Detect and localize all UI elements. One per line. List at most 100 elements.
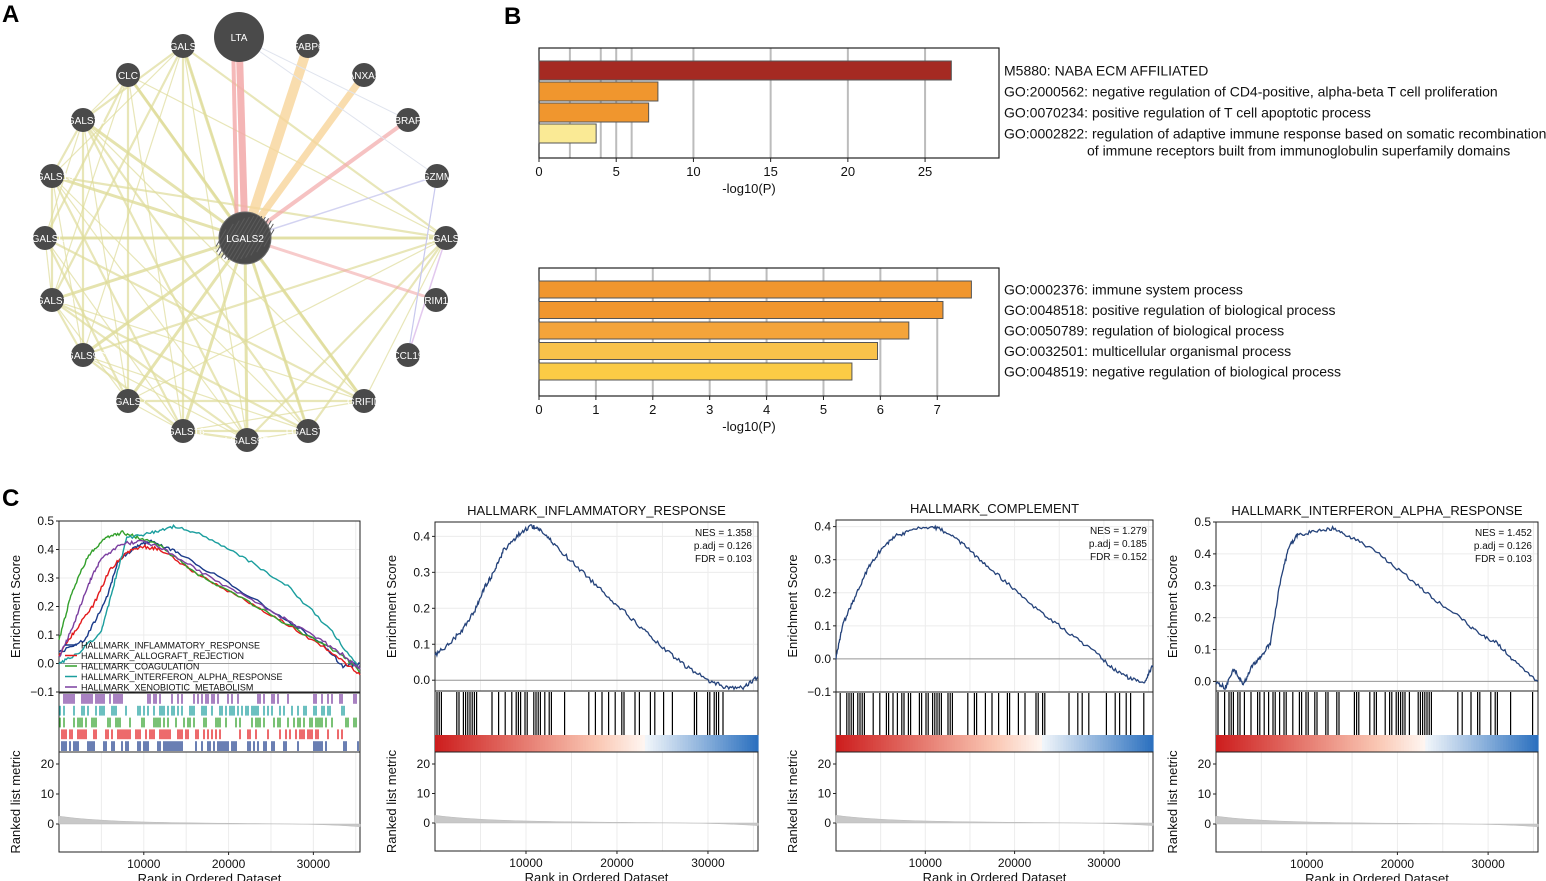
metric-frame bbox=[434, 751, 759, 852]
rank-color-cell bbox=[1296, 735, 1300, 752]
rank-color-cell bbox=[915, 735, 919, 752]
rank-color-cell bbox=[949, 735, 953, 752]
es-series-line bbox=[58, 530, 361, 673]
rank-color-cell bbox=[1484, 735, 1488, 752]
rank-color-cell bbox=[609, 735, 614, 752]
metric-tick-label: 0 bbox=[47, 817, 54, 831]
rank-color-cell bbox=[999, 735, 1004, 752]
rank-color-cell bbox=[558, 735, 563, 752]
rank-color-cell bbox=[1505, 735, 1510, 752]
rank-color-cell bbox=[1320, 735, 1324, 752]
metric-frame bbox=[835, 751, 1154, 852]
network-hub-label: LGALS2 bbox=[226, 234, 264, 245]
rank-color-cell bbox=[1039, 735, 1043, 752]
rank-color-cell bbox=[1015, 735, 1019, 752]
hub-hatch bbox=[216, 223, 234, 253]
es-series-line bbox=[1215, 525, 1539, 691]
rank-color-cell bbox=[545, 735, 549, 752]
x-tick-label: 7 bbox=[934, 402, 941, 417]
network-edge bbox=[243, 237, 249, 441]
network-node bbox=[424, 288, 448, 312]
rank-color-cell bbox=[728, 735, 732, 752]
x-tick-label: 10000 bbox=[1290, 857, 1324, 871]
rank-color-cell bbox=[583, 735, 587, 752]
network-edge bbox=[231, 36, 239, 239]
hub-hatch bbox=[256, 223, 274, 253]
rank-color-cell bbox=[1065, 735, 1070, 752]
rank-color-cell bbox=[888, 735, 893, 752]
network-edge bbox=[51, 299, 309, 432]
hub-hatch bbox=[250, 220, 272, 256]
rank-color-cell bbox=[904, 735, 908, 752]
rank-color-cell bbox=[1121, 735, 1125, 752]
rank-color-cell bbox=[1089, 735, 1093, 752]
rank-color-cell bbox=[991, 735, 996, 752]
rank-color-cell bbox=[1097, 735, 1101, 752]
gsea-stat: p.adj = 0.126 bbox=[694, 541, 753, 552]
rank-color-cell bbox=[954, 735, 959, 752]
network-edge bbox=[243, 237, 310, 432]
rank-color-cell bbox=[1084, 735, 1088, 752]
hub-hatch bbox=[227, 215, 255, 261]
rank-color-cell bbox=[701, 735, 705, 752]
rank-color-cell bbox=[736, 735, 740, 752]
rank-color-cell bbox=[1264, 735, 1268, 752]
rank-color-cell bbox=[1049, 735, 1054, 752]
rank-color-cell bbox=[461, 735, 466, 752]
y-tick-label: 0.0 bbox=[37, 657, 54, 671]
network-edge bbox=[244, 175, 438, 239]
x-tick-label: 10000 bbox=[127, 857, 161, 871]
network-edge bbox=[82, 119, 129, 402]
rank-color-cell bbox=[601, 735, 606, 752]
es-series-line bbox=[835, 524, 1154, 684]
rank-color-cell bbox=[1468, 735, 1472, 752]
x-tick-label: 2 bbox=[649, 402, 656, 417]
rank-color-cell bbox=[1261, 735, 1265, 752]
rank-color-cell bbox=[1137, 735, 1141, 752]
metric-area bbox=[434, 815, 759, 826]
bar-term-label: GO:2000562: negative regulation of CD4-p… bbox=[1004, 84, 1498, 100]
y-tick-label: 0.4 bbox=[814, 520, 831, 534]
rank-color-cell bbox=[1229, 735, 1233, 752]
hub-hatch bbox=[215, 229, 227, 247]
rank-color-cell bbox=[1419, 735, 1424, 752]
rank-color-cell bbox=[669, 735, 673, 752]
rank-color-cell bbox=[1023, 735, 1027, 752]
network-edge bbox=[51, 45, 184, 177]
rank-color-cell bbox=[752, 735, 756, 752]
rank-color-cell bbox=[1315, 735, 1319, 752]
rank-color-cell bbox=[1360, 735, 1365, 752]
rank-color-cell bbox=[1406, 735, 1410, 752]
network-node-label: LGALS9C bbox=[60, 351, 105, 362]
rank-color-cell bbox=[989, 735, 993, 752]
rank-color-cell bbox=[1387, 735, 1392, 752]
rank-color-cell bbox=[997, 735, 1001, 752]
y-tick-label: 0.1 bbox=[1194, 643, 1211, 657]
rank-color-cell bbox=[1377, 735, 1381, 752]
rank-color-cell bbox=[1524, 735, 1528, 752]
rank-color-cell bbox=[1366, 735, 1370, 752]
rank-color-cell bbox=[717, 735, 721, 752]
network-edge bbox=[238, 36, 409, 121]
network-node-label: TRIM16 bbox=[418, 296, 454, 307]
rank-color-cell bbox=[1094, 735, 1099, 752]
rank-color-cell bbox=[1245, 735, 1249, 752]
metric-tick-label: 0 bbox=[824, 816, 831, 830]
rank-color-cell bbox=[1352, 735, 1357, 752]
x-tick-label: 30000 bbox=[1087, 856, 1121, 870]
bar-term-label: GO:0070234: positive regulation of T cel… bbox=[1004, 105, 1371, 121]
rank-color-cell bbox=[634, 735, 638, 752]
rank-color-cell bbox=[744, 735, 748, 752]
y-axis-label: Enrichment Score bbox=[785, 554, 800, 657]
rank-color-cell bbox=[515, 735, 520, 752]
rank-color-cell bbox=[1344, 735, 1349, 752]
rank-color-cell bbox=[480, 735, 485, 752]
rank-color-cell bbox=[859, 735, 864, 752]
rank-color-cell bbox=[478, 735, 482, 752]
rank-color-cell bbox=[531, 735, 536, 752]
rank-color-cell bbox=[537, 735, 541, 752]
rank-color-cell bbox=[920, 735, 924, 752]
rank-color-cell bbox=[453, 735, 458, 752]
network-edge bbox=[243, 118, 410, 240]
rank-color-cell bbox=[661, 735, 665, 752]
